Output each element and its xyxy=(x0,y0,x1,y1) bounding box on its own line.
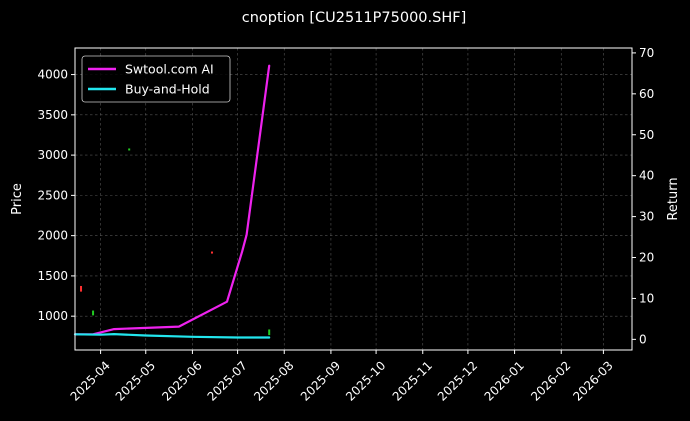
signal-marker xyxy=(92,310,95,316)
y-axis-right: 0 10 20 30 40 50 60 70 xyxy=(632,46,654,346)
signal-marker xyxy=(80,285,83,292)
y-left-tick-label: 2000 xyxy=(37,229,68,243)
y-axis-right-title: Return xyxy=(666,177,681,220)
plot-frame xyxy=(74,47,633,351)
signal-marker xyxy=(128,148,131,151)
y-right-tick-label: 0 xyxy=(639,332,647,346)
y-right-tick-label: 50 xyxy=(639,128,654,142)
legend-label: Buy-and-Hold xyxy=(125,82,210,97)
y-right-tick-label: 30 xyxy=(639,210,654,224)
y-left-tick-label: 3000 xyxy=(37,148,68,162)
chart-title: cnoption [CU2511P75000.SHF] xyxy=(242,10,467,26)
signal-markers xyxy=(80,148,271,336)
y-right-tick-label: 40 xyxy=(639,169,654,183)
series-lines xyxy=(73,64,271,339)
signal-marker xyxy=(268,329,271,336)
y-left-tick-label: 3500 xyxy=(37,108,68,122)
y-left-tick-label: 4000 xyxy=(37,68,68,82)
series-line xyxy=(73,333,271,339)
y-right-tick-label: 60 xyxy=(639,87,654,101)
y-right-tick-label: 70 xyxy=(639,46,654,60)
y-axis-left: 1000 1500 2000 2500 3000 3500 4000 xyxy=(37,68,75,323)
signal-marker xyxy=(210,251,213,254)
legend-box xyxy=(81,55,231,103)
y-left-tick-label: 2500 xyxy=(37,188,68,202)
y-right-tick-label: 20 xyxy=(639,251,654,265)
legend: Swtool.com AI Buy-and-Hold xyxy=(81,55,231,103)
y-left-tick-label: 1000 xyxy=(37,309,68,323)
y-right-tick-label: 10 xyxy=(639,291,654,305)
series-line xyxy=(73,64,271,336)
legend-label: Swtool.com AI xyxy=(125,62,214,77)
y-axis-left-title: Price xyxy=(10,183,25,215)
y-left-tick-label: 1500 xyxy=(37,269,68,283)
